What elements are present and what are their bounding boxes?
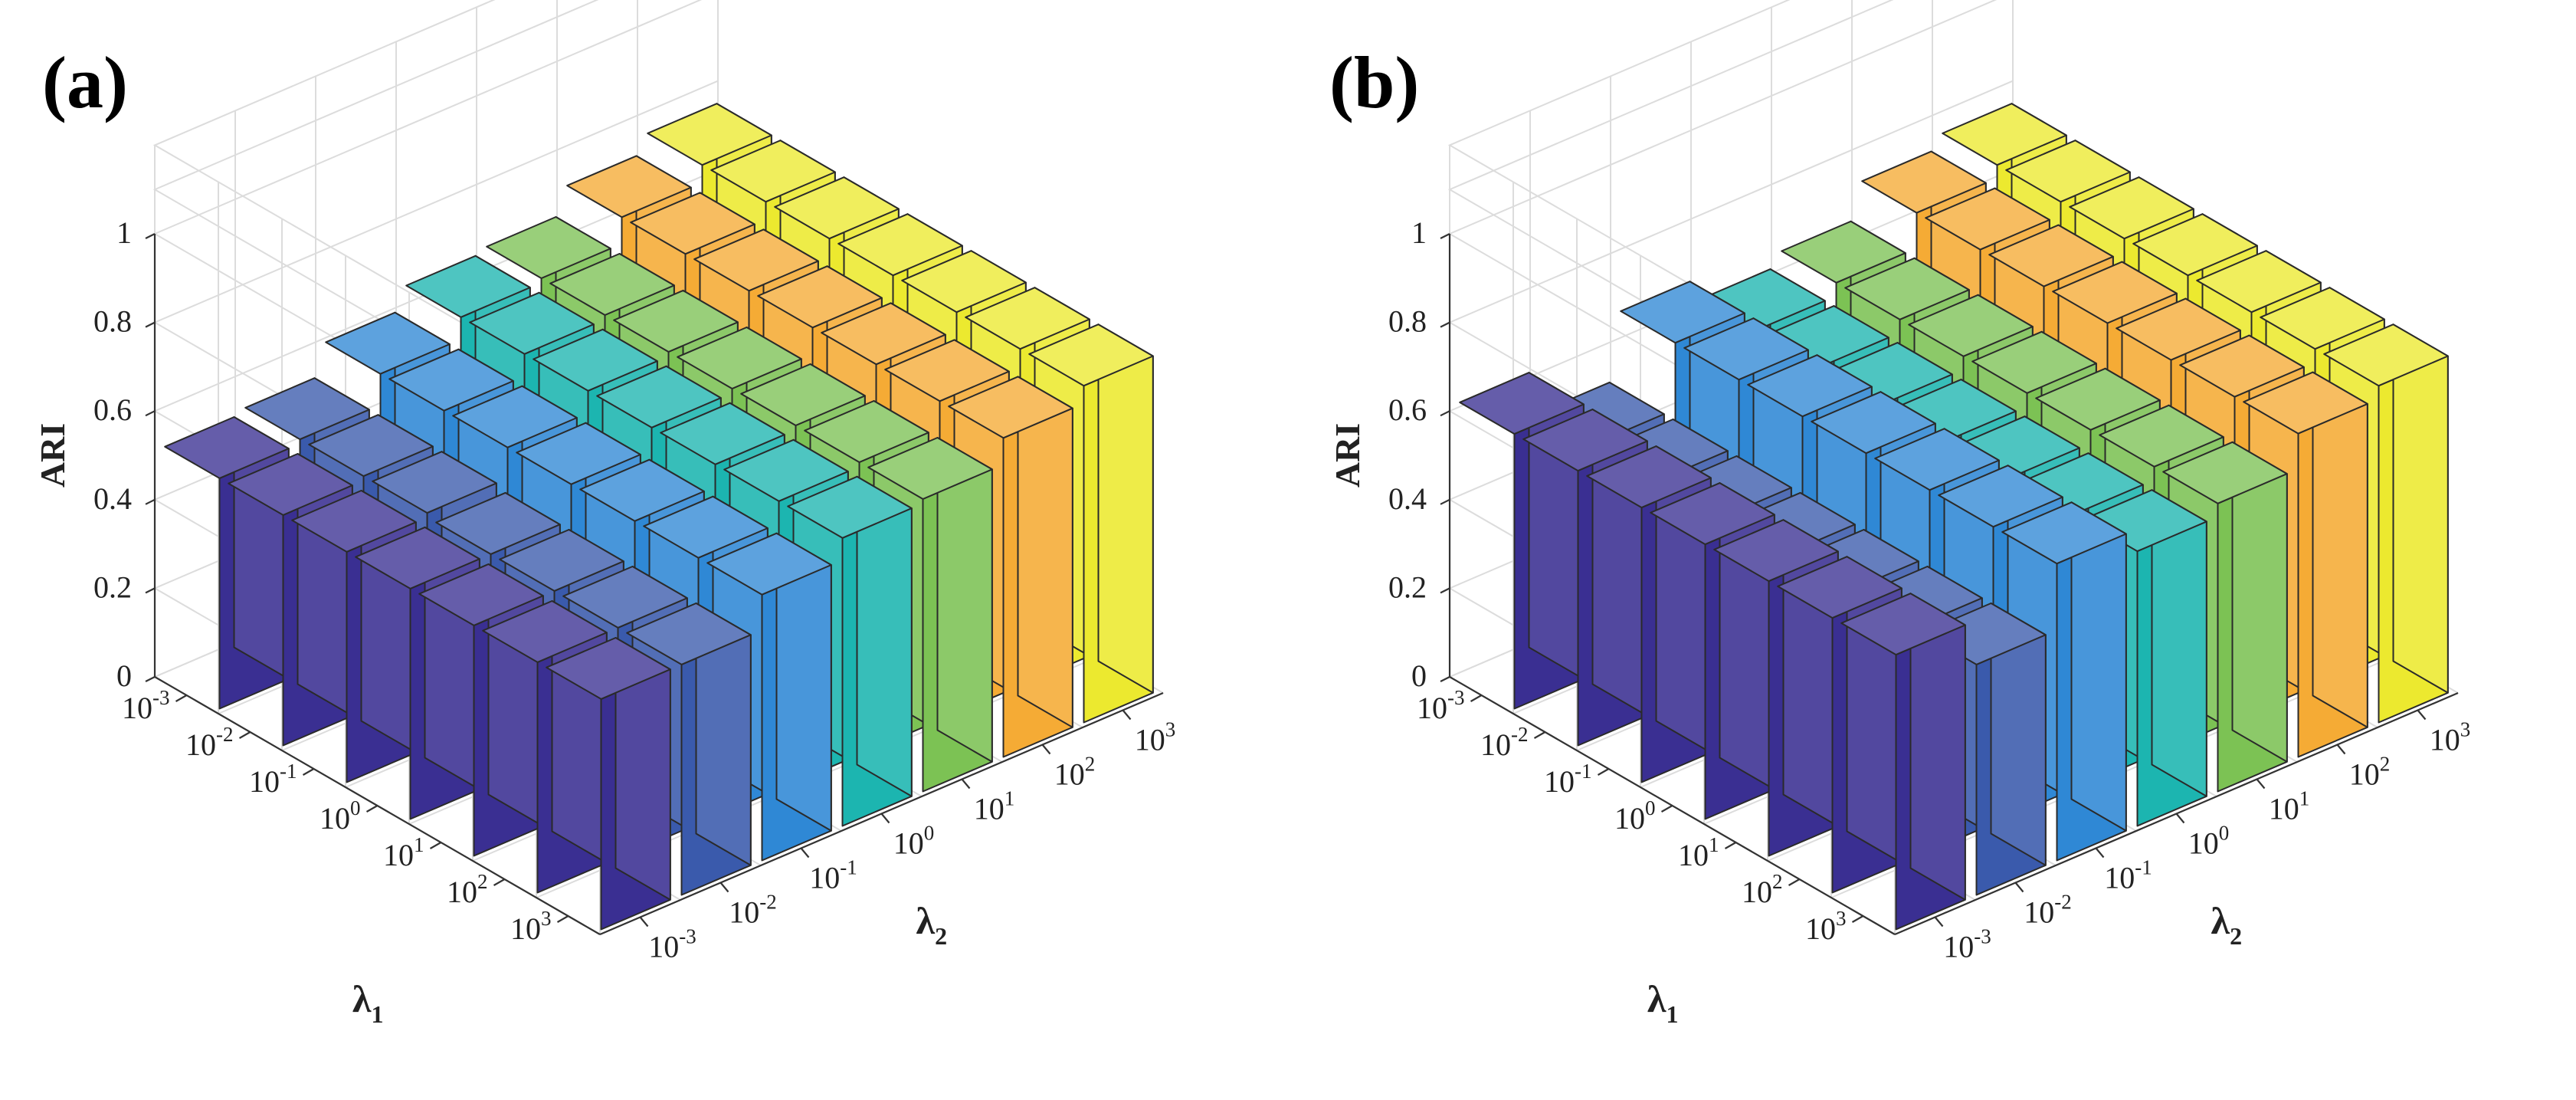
lambda1-tick-label: 100 [1614,796,1656,836]
lambda1-tick-label: 10-1 [1544,760,1592,799]
bar [626,603,752,896]
z-axis-title: ARI [1328,423,1367,488]
lambda1-axis-title: λ1 [1647,977,1679,1028]
lambda2-axis-title: λ2 [916,899,948,950]
z-tick-label: 0.2 [1388,570,1427,604]
lambda2-tick-label: 10-1 [2104,856,2152,895]
z-tick-label: 0.4 [1388,481,1427,516]
lambda2-tick-label: 101 [2269,787,2310,826]
z-tick-label: 0.4 [93,481,132,516]
lambda1-tick-label: 10-3 [1417,686,1465,725]
z-tick-label: 0 [116,658,132,693]
lambda1-tick-label: 101 [1678,833,1719,872]
lambda1-tick-label: 102 [1742,870,1783,909]
z-tick-label: 0.8 [93,304,132,339]
z-tick-label: 0.6 [93,392,132,427]
panel-b: (b) 0 0.2 0.4 0.6 0.8 1 ARI 10-3 10-2 10-1 100 101 1… [1328,0,2470,1028]
bar [1840,593,1966,931]
axes: 0 0.2 0.4 0.6 0.8 1 ARI 10-3 10-2 10-1 100 101 102 10… [33,215,1175,1028]
lambda1-tick-label: 102 [447,870,488,909]
z-tick-label: 0.8 [1388,304,1427,339]
panel-a: (a) 0 0.2 0.4 0.6 0.8 1 ARI 10-3 10-2 10-1 100 101 1… [33,0,1175,1028]
axes: 0 0.2 0.4 0.6 0.8 1 ARI 10-3 10-2 10-1 100 101 102 10… [1328,215,2470,1028]
bar [2323,323,2449,724]
lambda1-tick-label: 103 [1805,907,1847,946]
bar [1921,603,2047,896]
z-tick-label: 1 [116,215,132,250]
bar [787,475,913,827]
lambda2-tick-label: 10-3 [648,925,696,964]
lambda2-tick-label: 10-2 [2024,891,2072,930]
lambda1-tick-label: 10-2 [185,723,234,762]
lambda2-tick-label: 10-3 [1943,925,1991,964]
lambda1-tick-label: 100 [320,796,361,836]
z-tick-label: 1 [1411,215,1427,250]
lambda2-tick-label: 102 [1054,753,1096,792]
bar [546,637,671,931]
lambda2-tick-label: 103 [1135,718,1176,757]
z-axis-title: ARI [33,423,72,488]
bars [164,103,1154,931]
bar [867,437,993,793]
bar [1586,445,1712,783]
lambda2-tick-label: 100 [2188,822,2230,861]
bar [2162,441,2288,793]
lambda2-tick-label: 10-2 [729,891,777,930]
lambda2-tick-label: 103 [2430,718,2471,757]
z-tick-label: 0.2 [93,570,132,604]
lambda2-tick-label: 100 [893,822,935,861]
panel-b-label: (b) [1329,41,1419,123]
lambda2-tick-label: 10-1 [809,856,857,895]
panel-a-label: (a) [42,41,128,123]
lambda1-tick-label: 10-3 [122,686,170,725]
bar [2001,501,2127,862]
lambda2-axis-title: λ2 [2211,899,2243,950]
lambda2-tick-label: 102 [2349,753,2391,792]
lambda1-tick-label: 10-1 [249,760,297,799]
bars [1459,103,2449,931]
lambda2-tick-label: 101 [974,787,1015,826]
bar [2243,371,2368,758]
lambda1-tick-label: 10-2 [1480,723,1529,762]
lambda1-tick-label: 103 [510,907,552,946]
lambda1-tick-label: 101 [383,833,424,872]
z-tick-label: 0.6 [1388,392,1427,427]
lambda1-axis-title: λ1 [352,977,384,1028]
bar [948,376,1073,758]
bar [1028,323,1154,724]
bar [706,532,832,862]
z-tick-label: 0 [1411,658,1427,693]
